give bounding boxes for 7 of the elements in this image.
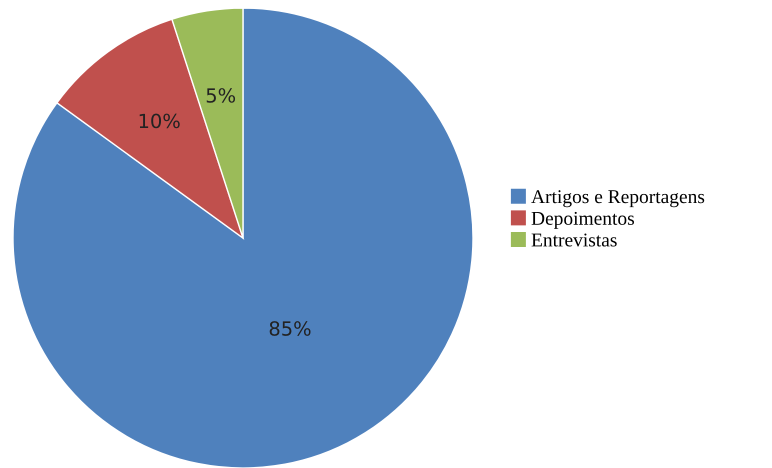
pie-slice bbox=[12, 7, 474, 468]
legend-label: Artigos e Reportagens bbox=[531, 190, 704, 208]
legend-label: Entrevistas bbox=[532, 233, 617, 247]
data-label: 5% bbox=[206, 88, 236, 103]
data-label: 85% bbox=[270, 321, 311, 336]
legend-label: Depoimentos bbox=[532, 212, 634, 229]
data-label: 10% bbox=[140, 114, 180, 128]
